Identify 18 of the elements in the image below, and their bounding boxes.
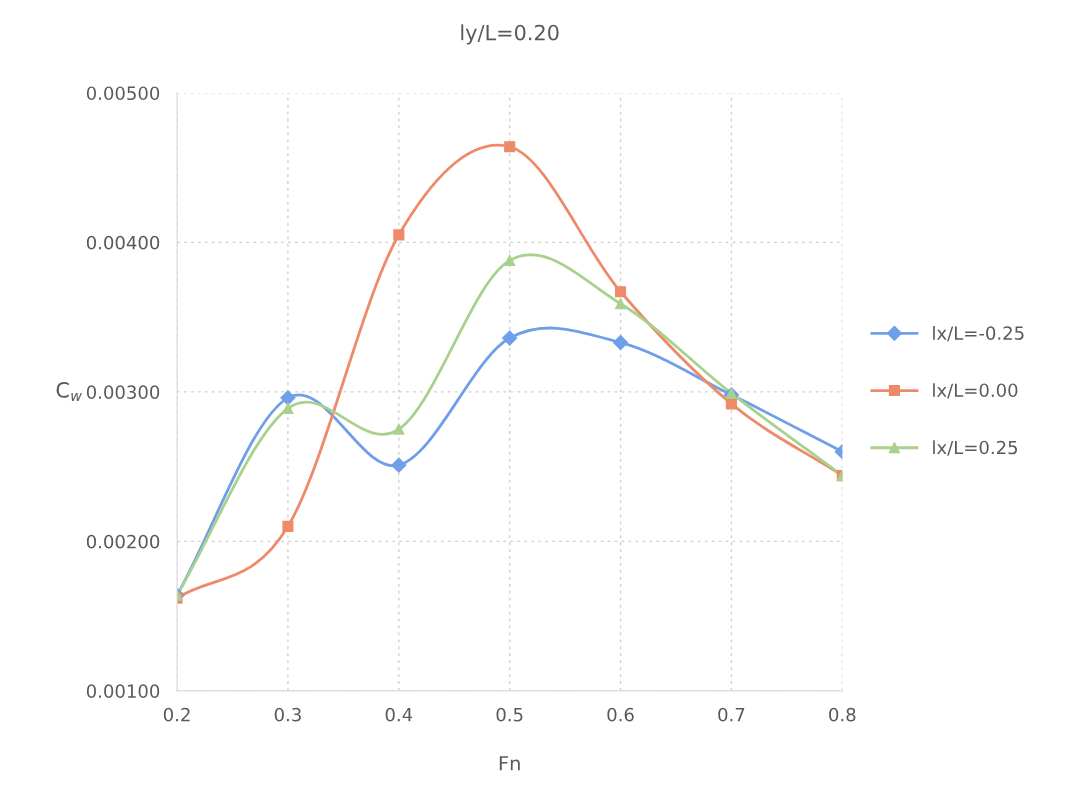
x-tick-label: 0.8 <box>829 707 856 722</box>
y-axis-title: C$_{w}$ <box>56 382 83 401</box>
x-tick-label: 0.2 <box>163 707 190 722</box>
y-tick-label: 0.00500 <box>86 86 160 101</box>
x-tick-label: 0.6 <box>607 707 634 722</box>
x-tick-label: 0.4 <box>385 707 413 722</box>
legend-label: lx/L=0.25 <box>933 440 1018 456</box>
y-tick-label: 0.00400 <box>86 235 160 250</box>
legend-label: lx/L=-0.25 <box>933 325 1024 342</box>
x-tick-label: 0.5 <box>496 707 523 722</box>
x-tick-label: 0.3 <box>274 707 301 722</box>
x-axis-title: Fn <box>499 756 520 771</box>
legend-label: lx/L=0.00 <box>933 383 1018 399</box>
y-tick-label: 0.00100 <box>86 684 160 698</box>
x-tick-label: 0.7 <box>718 707 745 722</box>
y-tick-label: 0.00300 <box>86 385 160 399</box>
y-tick-label: 0.00200 <box>86 534 160 549</box>
chart-title: ly/L=0.20 <box>461 24 559 45</box>
